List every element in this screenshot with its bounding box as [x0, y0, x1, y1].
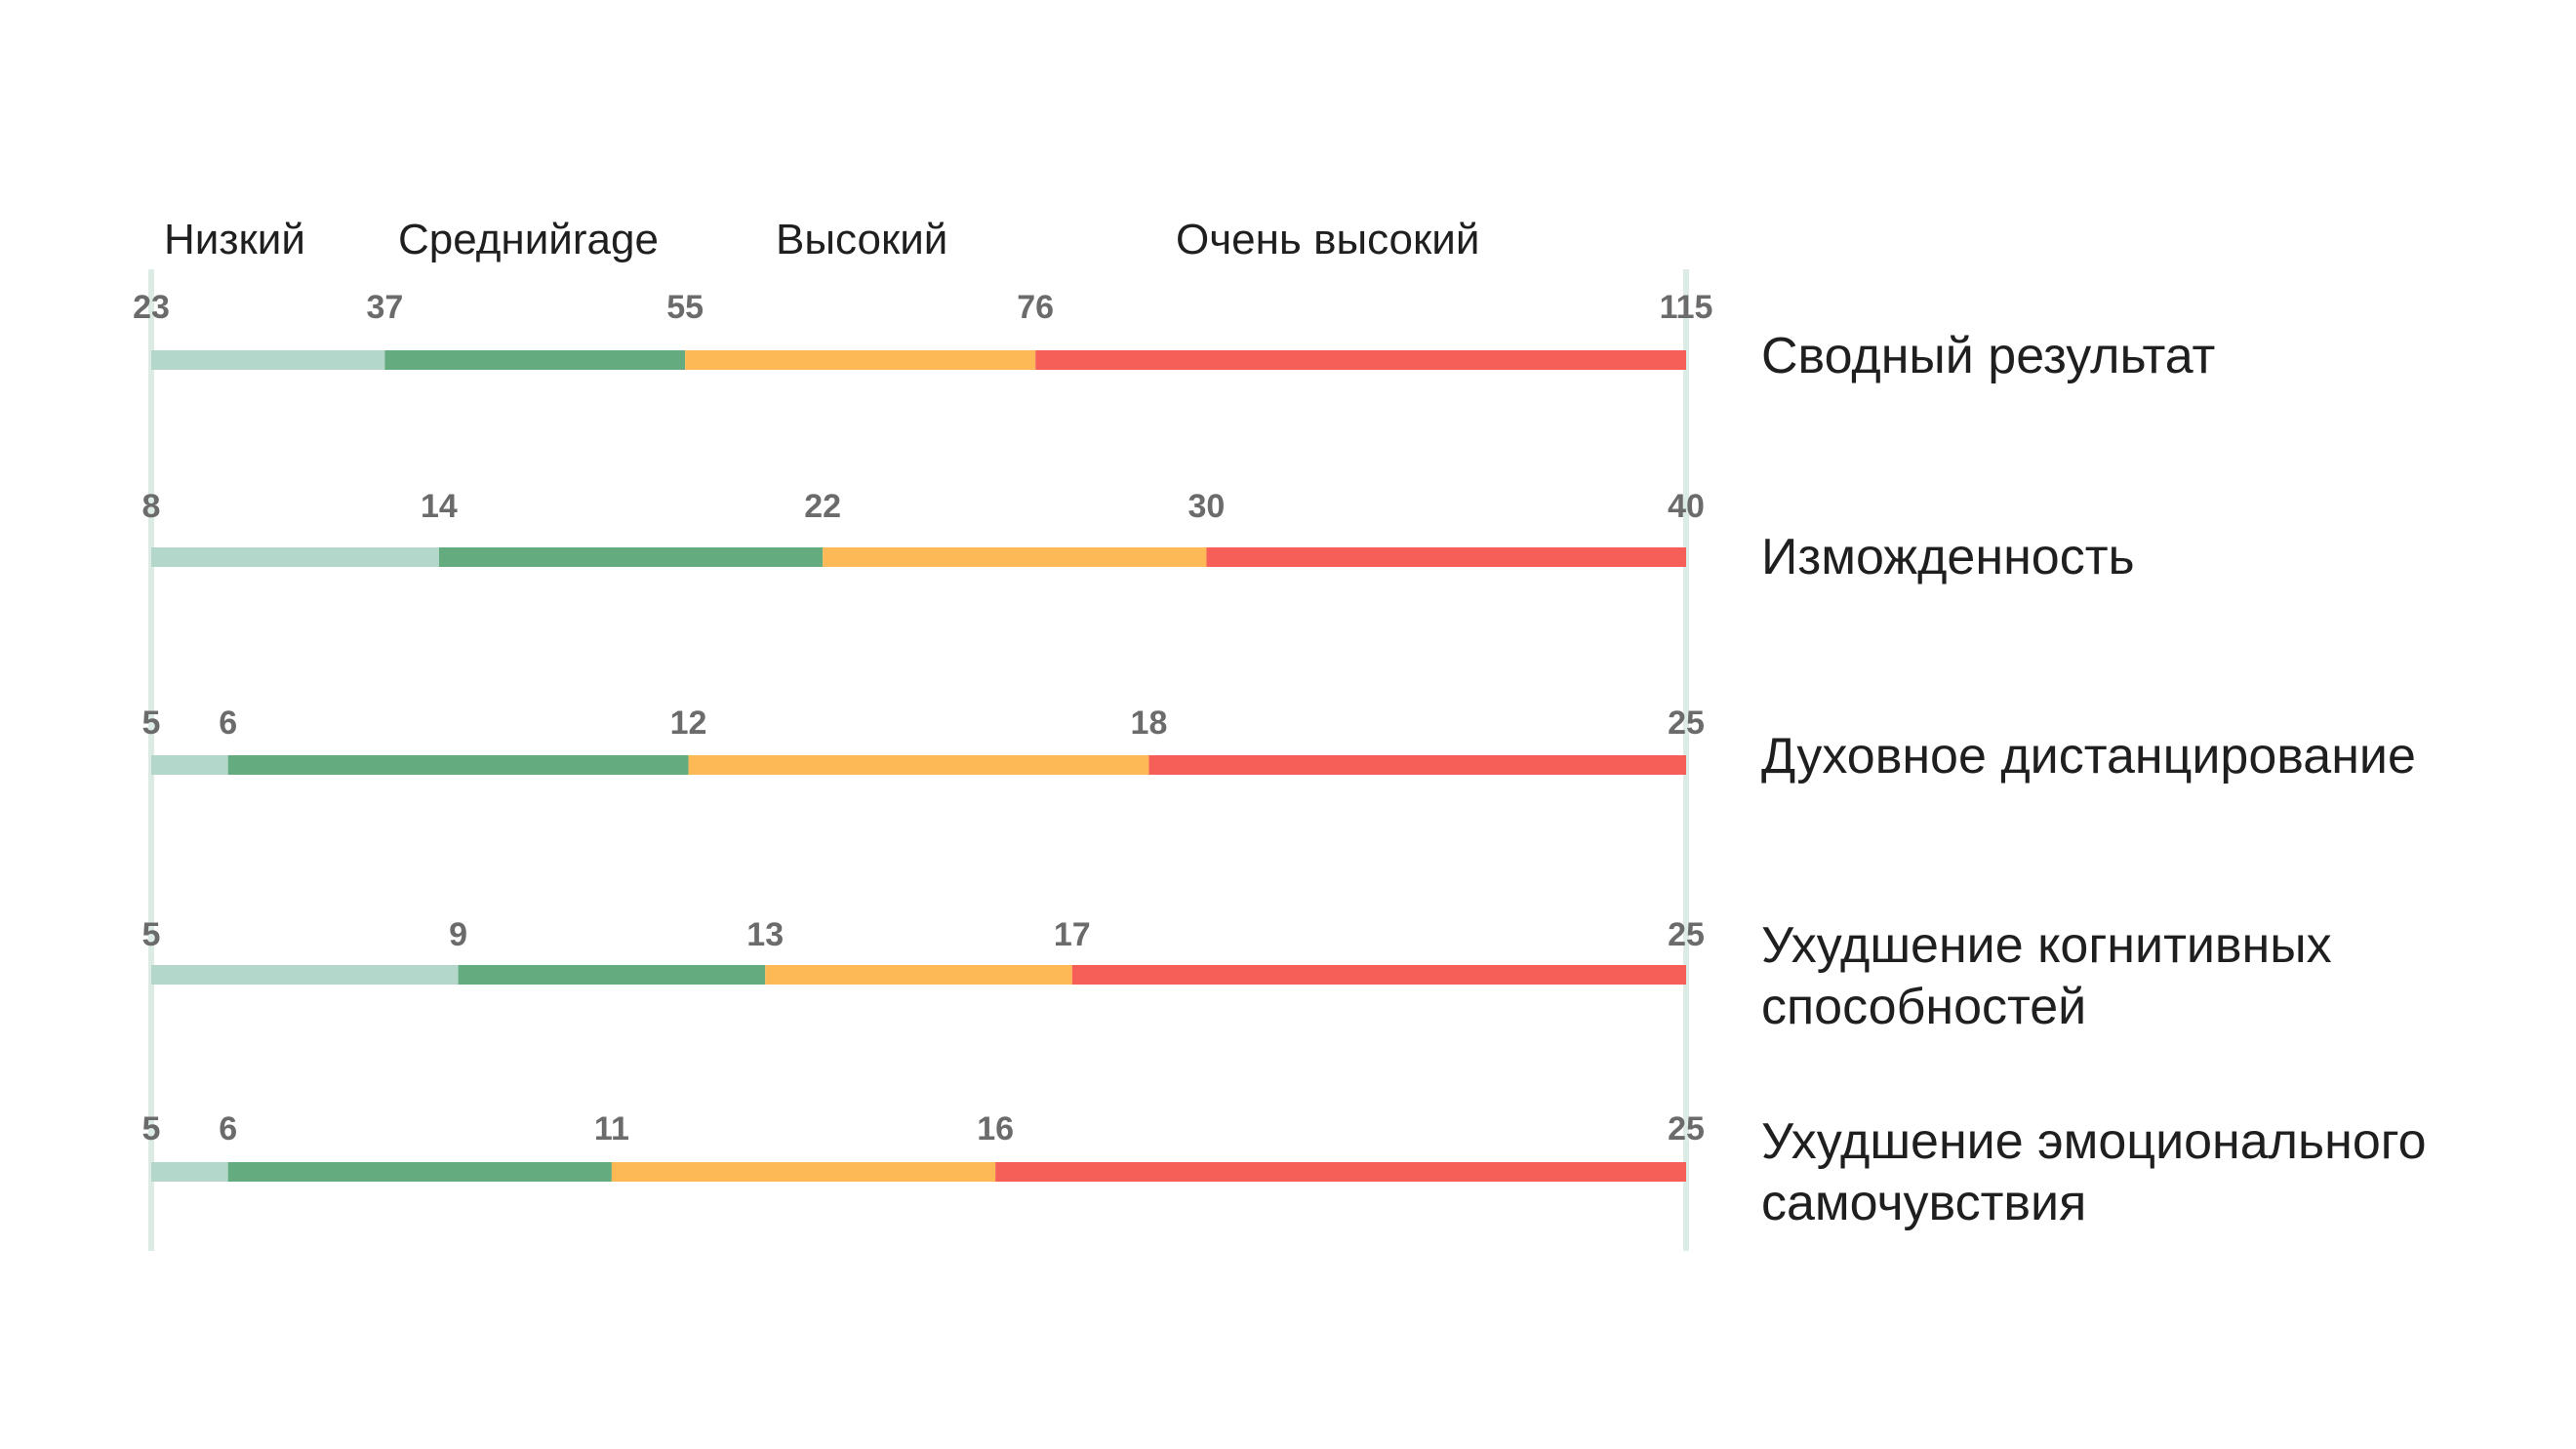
bar-segment-medium: [227, 755, 689, 775]
tick-label: 23: [133, 289, 170, 326]
bar-segment-low: [151, 350, 385, 370]
tick-label: 25: [1668, 704, 1705, 742]
tick-label: 13: [746, 916, 784, 953]
tick-label: 6: [219, 1110, 237, 1147]
tick-label: 37: [366, 289, 403, 326]
bar-segment-high: [823, 547, 1207, 567]
chart-row: 8 14 22 30 40 Изможденность: [142, 488, 2135, 585]
tick-label: 25: [1668, 1110, 1705, 1147]
bar-segment-very-high: [1206, 547, 1686, 567]
row-label: Изможденность: [1761, 529, 2135, 585]
tick-label: 11: [594, 1110, 629, 1147]
bar-segment-very-high: [1071, 965, 1686, 985]
bar-segment-high: [688, 755, 1149, 775]
tick-label: 5: [142, 1110, 161, 1147]
bar-segment-very-high: [995, 1162, 1686, 1182]
bar-segment-very-high: [1148, 755, 1686, 775]
tick-label: 8: [142, 488, 161, 525]
tick-label: 14: [421, 488, 458, 525]
tick-label: 115: [1660, 289, 1713, 326]
bar-segment-medium: [438, 547, 824, 567]
tick-label: 5: [142, 704, 161, 742]
row-label: способностей: [1761, 979, 2086, 1035]
chart-row: 5 6 12 18 25 Духовное дистанцирование: [142, 704, 2416, 785]
category-label-high: Высокий: [776, 216, 947, 263]
bar-segment-medium: [458, 965, 766, 985]
tick-label: 55: [666, 289, 704, 326]
bar-segment-medium: [227, 1162, 612, 1182]
tick-label: 9: [449, 916, 467, 953]
row-label: Ухудшение когнитивных: [1761, 917, 2332, 974]
tick-label: 5: [142, 916, 161, 953]
bar-segment-high: [611, 1162, 996, 1182]
tick-label: 76: [1017, 289, 1054, 326]
tick-label: 22: [804, 488, 841, 525]
category-label-very-high: Очень высокий: [1176, 216, 1479, 263]
category-header: Низкий Среднийrage Высокий Очень высокий: [164, 216, 1479, 263]
category-label-medium: Среднийrage: [398, 216, 659, 263]
bar-segment-low: [151, 755, 228, 775]
chart-row: 5 6 11 16 25 Ухудшение эмоциональногосамочувс…: [142, 1110, 2427, 1231]
row-label: Ухудшение эмоционального: [1761, 1113, 2426, 1170]
row-label: самочувствия: [1761, 1175, 2086, 1231]
row-label: Духовное дистанцирование: [1761, 728, 2416, 785]
tick-label: 12: [670, 704, 707, 742]
tick-label: 6: [219, 704, 237, 742]
chart-row: 23 37 55 76 115 Сводный результат: [133, 289, 2215, 384]
chart-row: 5 9 13 17 25 Ухудшение когнитивныхспособносте…: [142, 916, 2332, 1035]
bar-segment-low: [151, 1162, 228, 1182]
row-label: Сводный результат: [1761, 328, 2215, 384]
tick-label: 17: [1054, 916, 1091, 953]
bar-segment-low: [151, 965, 459, 985]
bar-segment-very-high: [1035, 350, 1686, 370]
bar-segment-low: [151, 547, 439, 567]
tick-label: 18: [1131, 704, 1168, 742]
tick-label: 40: [1668, 488, 1705, 525]
tick-label: 30: [1188, 488, 1226, 525]
category-label-low: Низкий: [164, 216, 305, 263]
bar-segment-medium: [384, 350, 686, 370]
tick-label: 25: [1668, 916, 1705, 953]
bar-segment-high: [765, 965, 1072, 985]
bar-segment-high: [685, 350, 1036, 370]
tick-label: 16: [977, 1110, 1014, 1147]
